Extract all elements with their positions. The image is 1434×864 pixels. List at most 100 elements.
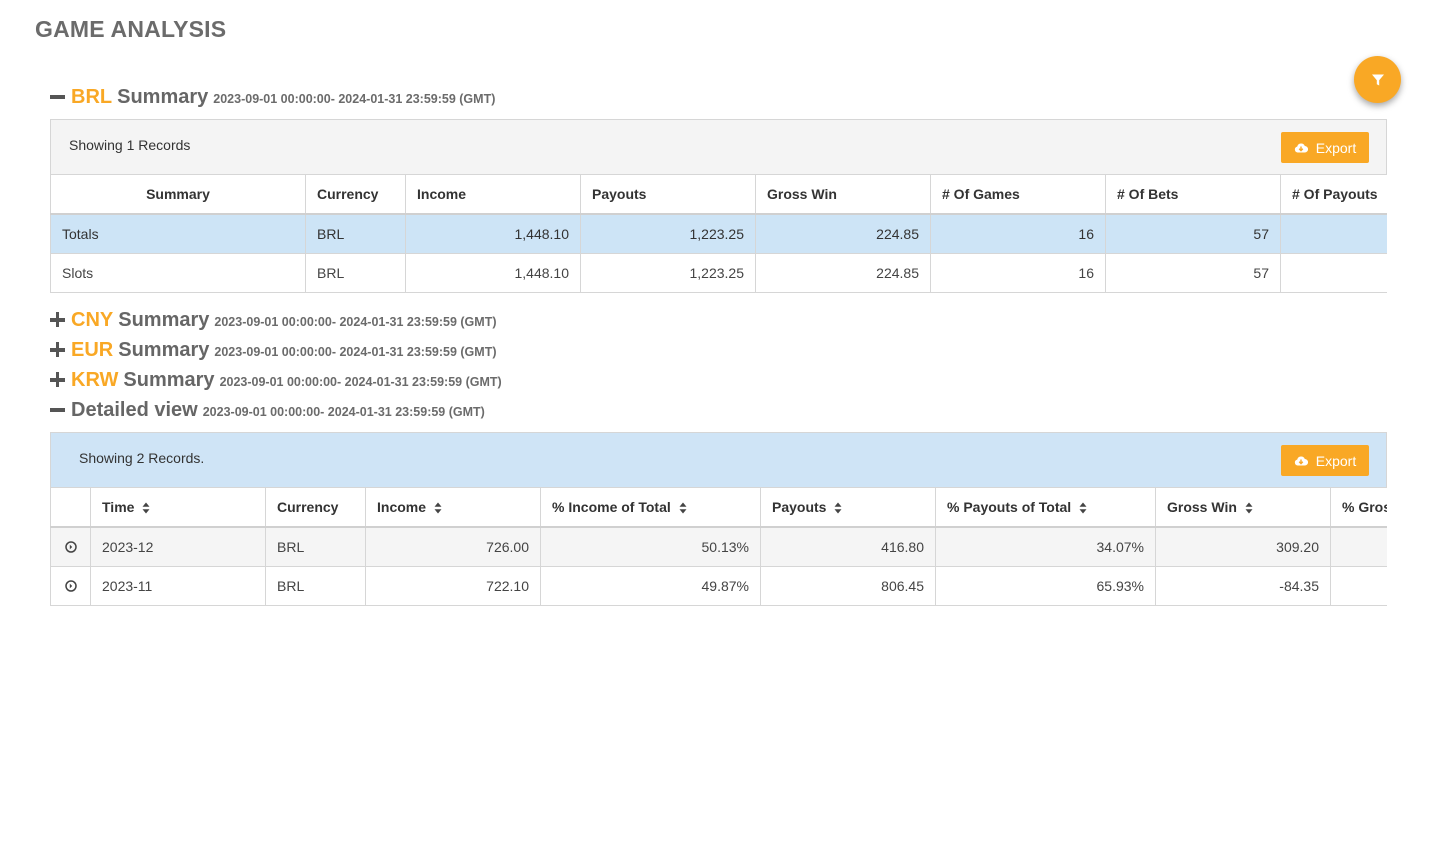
- section-currency: CNY: [71, 309, 114, 331]
- cell: 34.07%: [935, 526, 1156, 567]
- cell: BRL: [305, 253, 406, 293]
- cell: 50.13%: [540, 526, 761, 567]
- column-header-currency[interactable]: Currency: [305, 174, 406, 215]
- section-currency: KRW: [71, 369, 119, 391]
- cell: 16: [930, 213, 1106, 254]
- column-header-income[interactable]: Income: [365, 487, 541, 528]
- row-expand-cell[interactable]: [50, 566, 91, 606]
- sort-icon[interactable]: [679, 502, 687, 514]
- cell: 65.93%: [935, 566, 1156, 606]
- collapse-icon[interactable]: [50, 89, 65, 104]
- eur-summary-section: EUR Summary 2023-09-01 00:00:00- 2024-01…: [50, 339, 1387, 365]
- column-header-payouts[interactable]: Payouts: [580, 174, 756, 215]
- header-label: Gross Win: [1167, 499, 1237, 515]
- column-header-expand: [50, 487, 91, 528]
- sort-icon[interactable]: [142, 502, 150, 514]
- header-label: Income: [377, 499, 427, 515]
- column-header-income[interactable]: Income: [405, 174, 581, 215]
- cell: 57: [1105, 253, 1281, 293]
- sort-icon[interactable]: [1079, 502, 1087, 514]
- circle-arrow-icon[interactable]: [64, 580, 77, 592]
- cny-summary-header[interactable]: CNY Summary 2023-09-01 00:00:00- 2024-01…: [50, 309, 1387, 335]
- cloud-download-icon: [1294, 143, 1308, 152]
- table-row[interactable]: Slots BRL 1,448.10 1,223.25 224.85 16 57: [50, 253, 1387, 293]
- sort-icon[interactable]: [434, 502, 442, 514]
- export-button[interactable]: Export: [1281, 445, 1369, 476]
- cell: 224.85: [755, 253, 931, 293]
- column-header-gross-win[interactable]: Gross Win: [1155, 487, 1331, 528]
- brl-summary-table-wrap: Summary Currency Income Payouts Gross Wi…: [50, 174, 1387, 293]
- export-label: Export: [1315, 452, 1357, 469]
- sort-icon[interactable]: [834, 502, 842, 514]
- krw-summary-header[interactable]: KRW Summary 2023-09-01 00:00:00- 2024-01…: [50, 369, 1387, 395]
- cell: [1280, 253, 1387, 293]
- cell: 16: [930, 253, 1106, 293]
- table-row[interactable]: Totals BRL 1,448.10 1,223.25 224.85 16 5…: [50, 213, 1387, 254]
- circle-arrow-icon[interactable]: [64, 541, 77, 553]
- cell: BRL: [265, 526, 366, 567]
- column-header-income-pct[interactable]: % Income of Total: [540, 487, 761, 528]
- cell: 2023-12: [90, 526, 266, 567]
- table-row[interactable]: 2023-12 BRL 726.00 50.13% 416.80 34.07% …: [50, 526, 1387, 567]
- section-title: Summary: [123, 369, 215, 391]
- table-row[interactable]: 2023-11 BRL 722.10 49.87% 806.45 65.93% …: [50, 566, 1387, 606]
- cell: 309.20: [1155, 526, 1331, 567]
- section-title: Summary: [117, 86, 209, 108]
- sort-icon[interactable]: [1245, 502, 1253, 514]
- row-expand-cell[interactable]: [50, 526, 91, 567]
- cell: -84.35: [1155, 566, 1331, 606]
- column-header-summary[interactable]: Summary: [50, 174, 306, 215]
- column-header-payouts-pct[interactable]: % Payouts of Total: [935, 487, 1156, 528]
- cell: Totals: [50, 213, 306, 254]
- column-header-bets[interactable]: # Of Bets: [1105, 174, 1281, 215]
- table-header-row: Time Currency Income % Income of Total P…: [50, 487, 1387, 528]
- brl-summary-table: Summary Currency Income Payouts Gross Wi…: [50, 174, 1387, 293]
- export-label: Export: [1315, 139, 1357, 156]
- cell: [1280, 213, 1387, 254]
- brl-summary-header: BRL Summary 2023-09-01 00:00:00- 2024-01…: [50, 86, 1387, 112]
- page-title: GAME ANALYSIS: [35, 16, 227, 42]
- records-count: Showing 2 Records.: [79, 450, 205, 466]
- section-title: Summary: [118, 339, 210, 361]
- detailed-table-wrap: Time Currency Income % Income of Total P…: [50, 487, 1387, 606]
- brl-summary-section: BRL Summary 2023-09-01 00:00:00- 2024-01…: [50, 86, 1387, 293]
- records-count: Showing 1 Records: [69, 137, 191, 153]
- date-range: 2023-09-01 00:00:00- 2024-01-31 23:59:59…: [202, 405, 485, 419]
- expand-icon[interactable]: [50, 372, 65, 387]
- column-header-payouts[interactable]: Payouts: [760, 487, 936, 528]
- export-button[interactable]: Export: [1281, 132, 1369, 163]
- column-header-games[interactable]: # Of Games: [930, 174, 1106, 215]
- cell: 416.80: [760, 526, 936, 567]
- date-range: 2023-09-01 00:00:00- 2024-01-31 23:59:59…: [214, 315, 497, 329]
- cell: [1330, 566, 1387, 606]
- cell: 1,223.25: [580, 213, 756, 254]
- expand-icon[interactable]: [50, 312, 65, 327]
- cell: BRL: [305, 213, 406, 254]
- eur-summary-header[interactable]: EUR Summary 2023-09-01 00:00:00- 2024-01…: [50, 339, 1387, 365]
- expand-icon[interactable]: [50, 342, 65, 357]
- records-panel: Showing 1 Records Export: [50, 119, 1387, 174]
- column-header-currency[interactable]: Currency: [265, 487, 366, 528]
- cell: BRL: [265, 566, 366, 606]
- cloud-download-icon: [1294, 456, 1308, 465]
- krw-summary-section: KRW Summary 2023-09-01 00:00:00- 2024-01…: [50, 369, 1387, 395]
- column-header-payouts-count[interactable]: # Of Payouts: [1280, 174, 1387, 215]
- detailed-view-section: Detailed view 2023-09-01 00:00:00- 2024-…: [50, 399, 1387, 606]
- filter-button[interactable]: [1354, 56, 1401, 103]
- cell: 1,223.25: [580, 253, 756, 293]
- column-header-gross-win[interactable]: Gross Win: [755, 174, 931, 215]
- section-title: Detailed view: [71, 399, 198, 421]
- column-header-gross-pct[interactable]: % Gross: [1330, 487, 1387, 528]
- section-title: Summary: [118, 309, 210, 331]
- cell: 806.45: [760, 566, 936, 606]
- table-header-row: Summary Currency Income Payouts Gross Wi…: [50, 174, 1387, 215]
- collapse-icon[interactable]: [50, 402, 65, 417]
- filter-icon: [1371, 74, 1384, 85]
- cell: 224.85: [755, 213, 931, 254]
- cell: 726.00: [365, 526, 541, 567]
- header-label: Time: [102, 499, 135, 515]
- detailed-table: Time Currency Income % Income of Total P…: [50, 487, 1387, 606]
- date-range: 2023-09-01 00:00:00- 2024-01-31 23:59:59…: [219, 375, 502, 389]
- column-header-time[interactable]: Time: [90, 487, 266, 528]
- header-label: % Payouts of Total: [947, 499, 1072, 515]
